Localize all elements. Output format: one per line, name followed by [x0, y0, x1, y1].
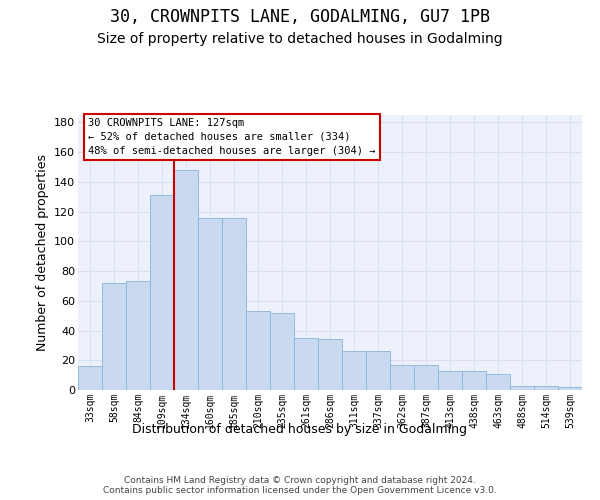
Bar — [342, 352, 366, 390]
Text: Contains HM Land Registry data © Crown copyright and database right 2024.
Contai: Contains HM Land Registry data © Crown c… — [103, 476, 497, 495]
Bar — [198, 218, 222, 390]
Bar — [78, 366, 102, 390]
Bar — [270, 312, 294, 390]
Text: Size of property relative to detached houses in Godalming: Size of property relative to detached ho… — [97, 32, 503, 46]
Bar — [390, 364, 414, 390]
Bar — [246, 311, 270, 390]
Bar — [318, 340, 342, 390]
Text: 30, CROWNPITS LANE, GODALMING, GU7 1PB: 30, CROWNPITS LANE, GODALMING, GU7 1PB — [110, 8, 490, 26]
Bar — [510, 386, 534, 390]
Bar — [438, 370, 462, 390]
Bar — [414, 364, 438, 390]
Bar — [222, 218, 246, 390]
Text: Distribution of detached houses by size in Godalming: Distribution of detached houses by size … — [133, 422, 467, 436]
Bar — [366, 352, 390, 390]
Bar — [534, 386, 558, 390]
Y-axis label: Number of detached properties: Number of detached properties — [35, 154, 49, 351]
Bar — [462, 370, 486, 390]
Bar — [558, 387, 582, 390]
Bar — [126, 282, 150, 390]
Bar — [102, 283, 126, 390]
Text: 30 CROWNPITS LANE: 127sqm
← 52% of detached houses are smaller (334)
48% of semi: 30 CROWNPITS LANE: 127sqm ← 52% of detac… — [88, 118, 376, 156]
Bar — [174, 170, 198, 390]
Bar — [150, 196, 174, 390]
Bar — [486, 374, 510, 390]
Bar — [294, 338, 318, 390]
